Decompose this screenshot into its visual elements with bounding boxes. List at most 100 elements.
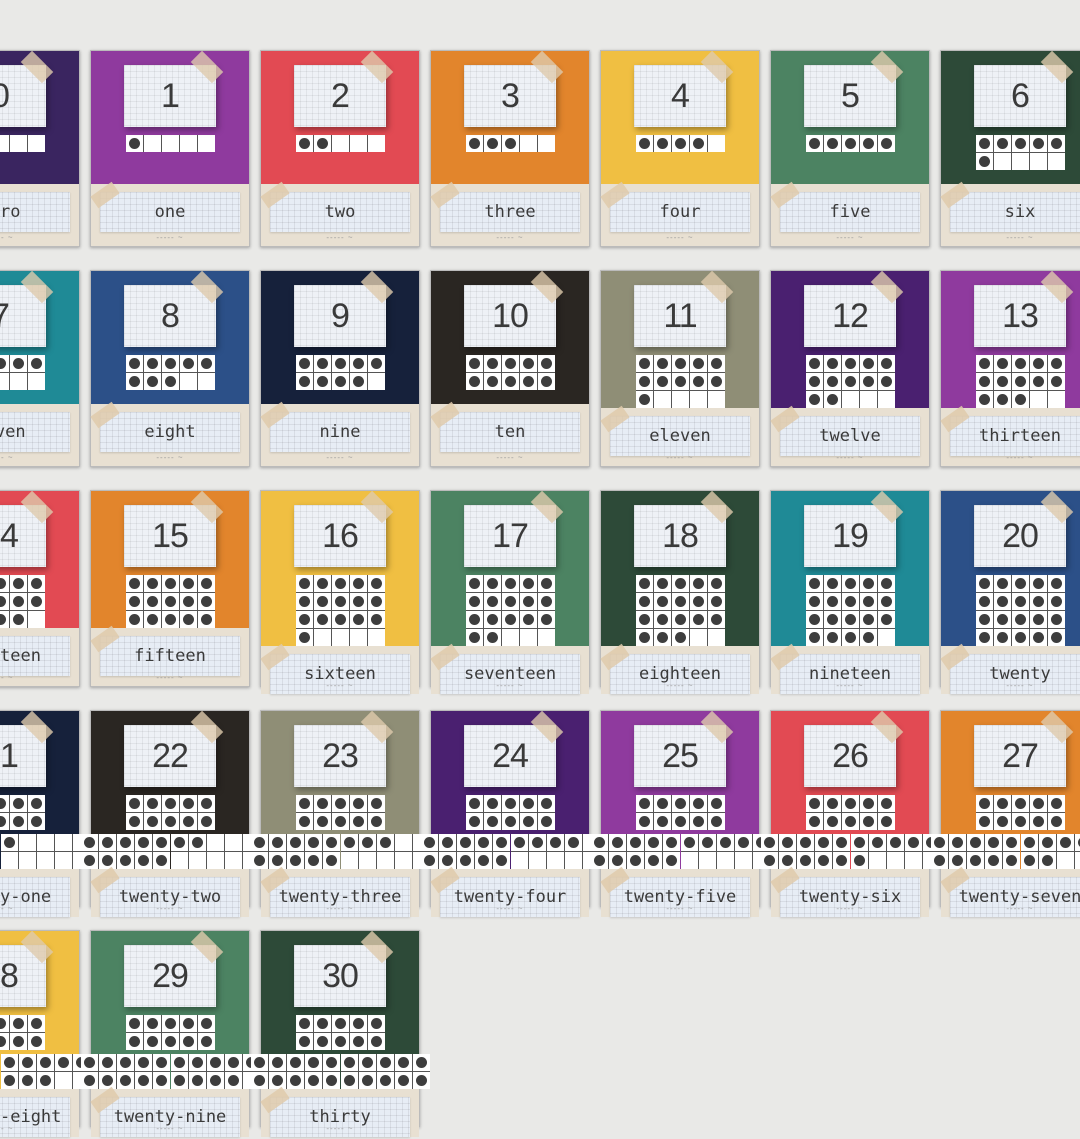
number-paper-27: 27 [974, 725, 1066, 787]
ten-frame-dots-1 [126, 135, 215, 152]
number-text-6: 6 [1011, 77, 1029, 116]
decorative-squiggle-icon: ‑‑‑‑‑ ~ [326, 1124, 353, 1133]
tape-decoration-icon [1041, 271, 1074, 304]
number-paper-22: 22 [124, 725, 216, 787]
tape-decoration-icon [531, 271, 564, 304]
tape-decoration-icon [600, 182, 629, 208]
number-paper-9: 9 [294, 285, 386, 347]
number-text-20: 20 [1002, 517, 1038, 556]
word-label-1: one [100, 192, 240, 232]
tape-decoration-icon [260, 402, 289, 428]
number-text-23: 23 [322, 737, 358, 776]
tape-decoration-icon [1041, 711, 1074, 744]
ten-frame-dots-6 [976, 135, 1065, 170]
number-card-0: 0 zero‑‑‑‑‑ ~ [0, 50, 80, 247]
number-paper-26: 26 [804, 725, 896, 787]
decorative-squiggle-icon: ‑‑‑‑‑ ~ [326, 681, 353, 690]
ten-frame-dots-0 [0, 135, 45, 152]
number-text-29: 29 [152, 957, 188, 996]
decorative-squiggle-icon: ‑‑‑‑‑ ~ [0, 904, 14, 913]
number-paper-11: 11 [634, 285, 726, 347]
number-card-21: 21twenty-one‑‑‑‑‑ ~ [0, 710, 80, 907]
word-label-4: four [610, 192, 750, 232]
decorative-squiggle-icon: ‑‑‑‑‑ ~ [666, 453, 693, 462]
number-text-24: 24 [492, 737, 528, 776]
number-text-17: 17 [492, 517, 528, 556]
word-label-14: fourteen [0, 636, 70, 676]
tape-decoration-icon [21, 711, 54, 744]
tape-decoration-icon [600, 644, 629, 670]
tape-decoration-icon [770, 406, 799, 432]
ten-frame-dots-16 [296, 575, 385, 646]
number-paper-8: 8 [124, 285, 216, 347]
number-paper-0: 0 [0, 65, 46, 127]
decorative-squiggle-icon: ‑‑‑‑‑ ~ [156, 453, 183, 462]
decorative-squiggle-icon: ‑‑‑‑‑ ~ [836, 233, 863, 242]
number-paper-16: 16 [294, 505, 386, 567]
decorative-squiggle-icon: ‑‑‑‑‑ ~ [666, 233, 693, 242]
ten-frame-dots-25 [591, 795, 770, 869]
tape-decoration-icon [531, 51, 564, 84]
ten-frame-dots-23 [251, 795, 430, 869]
tape-decoration-icon [701, 271, 734, 304]
word-label-text-8: eight [144, 422, 195, 442]
tape-decoration-icon [21, 491, 54, 524]
number-card-8: 8 eight ‑‑‑‑‑ ~ [90, 270, 250, 467]
tape-decoration-icon [430, 644, 459, 670]
number-text-19: 19 [832, 517, 868, 556]
tape-decoration-icon [361, 271, 394, 304]
word-label-text-4: four [660, 202, 701, 222]
decorative-squiggle-icon: ‑‑‑‑‑ ~ [0, 233, 14, 242]
number-paper-23: 23 [294, 725, 386, 787]
word-label-0: zero [0, 192, 70, 232]
number-paper-19: 19 [804, 505, 896, 567]
tape-decoration-icon [21, 271, 54, 304]
number-paper-25: 25 [634, 725, 726, 787]
tape-decoration-icon [600, 406, 629, 432]
ten-frame-dots-14 [0, 575, 45, 628]
word-label-13: thirteen [950, 416, 1080, 456]
number-paper-29: 29 [124, 945, 216, 1007]
ten-frame-dots-9 [296, 355, 385, 390]
word-label-text-1: one [155, 202, 186, 222]
number-paper-4: 4 [634, 65, 726, 127]
number-text-21: 21 [0, 737, 18, 776]
tape-decoration-icon [701, 51, 734, 84]
decorative-squiggle-icon: ‑‑‑‑‑ ~ [0, 1124, 14, 1133]
ten-frame-dots-22 [81, 795, 260, 869]
decorative-squiggle-icon: ‑‑‑‑‑ ~ [156, 1124, 183, 1133]
ten-frame-dots-17 [466, 575, 555, 646]
number-paper-2: 2 [294, 65, 386, 127]
decorative-squiggle-icon: ‑‑‑‑‑ ~ [836, 681, 863, 690]
decorative-squiggle-icon: ‑‑‑‑‑ ~ [326, 453, 353, 462]
ten-frame-dots-3 [466, 135, 555, 152]
number-paper-21: 21 [0, 725, 46, 787]
word-label-text-2: two [325, 202, 356, 222]
tape-decoration-icon [940, 406, 969, 432]
number-text-12: 12 [832, 297, 868, 336]
number-text-25: 25 [662, 737, 698, 776]
word-label-text-10: ten [495, 422, 526, 442]
number-text-14: 14 [0, 517, 18, 556]
word-label-8: eight [100, 412, 240, 452]
ten-frame-dots-2 [296, 135, 385, 152]
decorative-squiggle-icon: ‑‑‑‑‑ ~ [1006, 904, 1033, 913]
decorative-squiggle-icon: ‑‑‑‑‑ ~ [1006, 233, 1033, 242]
decorative-squiggle-icon: ‑‑‑‑‑ ~ [496, 904, 523, 913]
decorative-squiggle-icon: ‑‑‑‑‑ ~ [326, 904, 353, 913]
number-text-13: 13 [1002, 297, 1038, 336]
word-label-15: fifteen [100, 636, 240, 676]
decorative-squiggle-icon: ‑‑‑‑‑ ~ [836, 453, 863, 462]
tape-decoration-icon [1041, 51, 1074, 84]
